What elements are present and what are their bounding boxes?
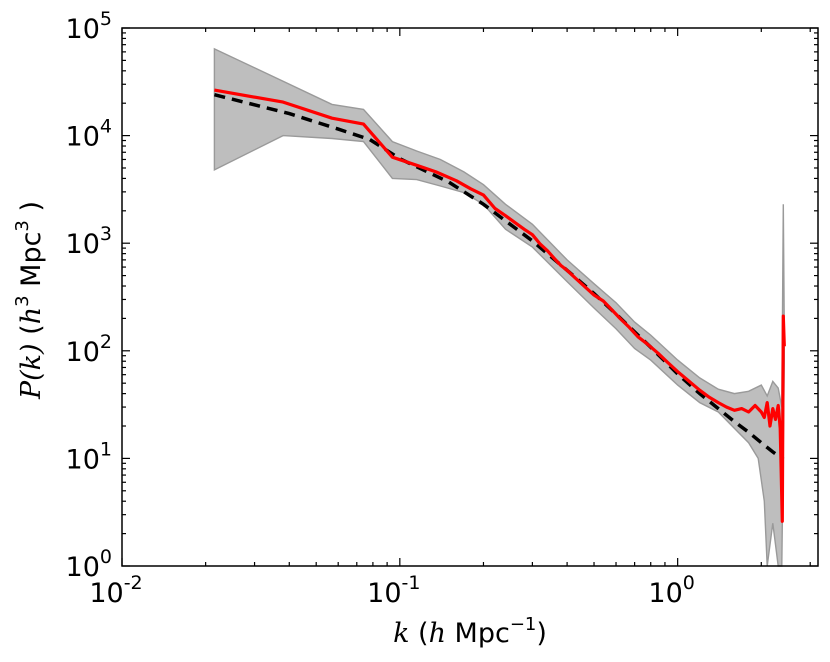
- x-tick-exp: -2: [124, 572, 143, 594]
- x-axis-unit: Mpc: [446, 618, 510, 649]
- x-tick-labels: 10-2 10-1 100: [89, 572, 695, 609]
- y-tick-label: 100: [66, 546, 112, 583]
- y-axis-label: P(k) (h3 Mpc3 ): [12, 201, 47, 400]
- y-tick-base: 10: [66, 337, 100, 368]
- y-tick-exp: 1: [100, 438, 112, 460]
- y-tick-base: 10: [66, 229, 100, 260]
- x-tick-label: 100: [648, 572, 694, 609]
- y-axis-unit: Mpc: [16, 232, 47, 296]
- measured-line: [214, 88, 786, 523]
- y-tick-base: 10: [66, 444, 100, 475]
- y-tick-exp: 3: [100, 223, 112, 245]
- y-axis-h: h: [16, 307, 47, 324]
- y-axis-var: P(k): [16, 343, 47, 400]
- x-axis-unit-exp: −1: [510, 614, 537, 635]
- tick-layer: [121, 27, 818, 567]
- x-tick-exp: -1: [402, 572, 421, 594]
- x-axis-label: k (h Mpc−1): [393, 614, 547, 649]
- y-tick-base: 10: [66, 552, 100, 583]
- y-tick-exp: 4: [100, 116, 112, 138]
- x-tick-base: 10: [648, 578, 682, 609]
- y-tick-exp: 2: [100, 331, 112, 353]
- x-axis-close: ): [536, 618, 547, 649]
- y-axis-open: (: [16, 324, 47, 343]
- y-tick-label: 101: [66, 438, 112, 475]
- y-axis-close: ): [16, 201, 47, 220]
- x-axis-h: h: [429, 618, 446, 649]
- y-tick-label: 102: [66, 331, 112, 368]
- y-tick-label: 104: [66, 116, 112, 153]
- y-tick-label: 105: [66, 8, 112, 45]
- x-tick-label: 10-2: [89, 572, 142, 609]
- x-tick-base: 10: [367, 578, 401, 609]
- x-tick-base: 10: [89, 578, 123, 609]
- x-tick-exp: 0: [683, 572, 695, 594]
- measured-layer: [214, 88, 786, 523]
- x-tick-label: 10-1: [367, 572, 420, 609]
- y-tick-exp: 5: [100, 8, 112, 30]
- y-tick-base: 10: [66, 14, 100, 45]
- y-axis-unit-exp: 3: [12, 220, 33, 231]
- y-axis-h-exp: 3: [12, 295, 33, 306]
- y-tick-base: 10: [66, 122, 100, 153]
- y-tick-exp: 0: [100, 546, 112, 568]
- x-axis-var: k: [393, 618, 409, 649]
- plot-frame: [121, 27, 819, 567]
- y-tick-label: 103: [66, 223, 112, 260]
- x-axis-open: (: [409, 618, 428, 649]
